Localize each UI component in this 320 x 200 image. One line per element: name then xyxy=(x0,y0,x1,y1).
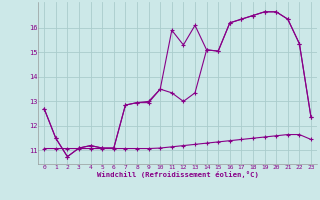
X-axis label: Windchill (Refroidissement éolien,°C): Windchill (Refroidissement éolien,°C) xyxy=(97,171,259,178)
